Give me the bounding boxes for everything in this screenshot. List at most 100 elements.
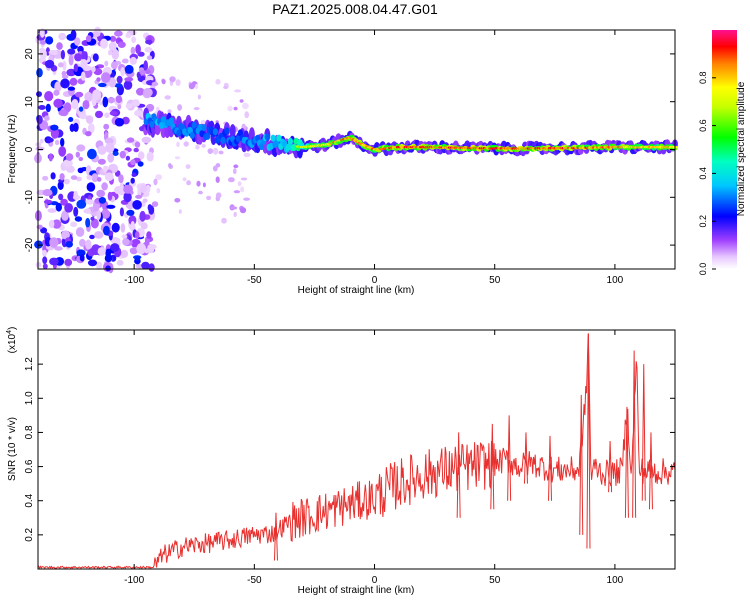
colorbar-tick-label: 0.0 bbox=[698, 263, 708, 276]
spectrogram-ridge bbox=[143, 107, 678, 159]
spectrogram-noise-blob bbox=[85, 35, 92, 43]
colorbar: 0.0 0.2 0.4 0.6 0.8 Normalized spectral ampl… bbox=[698, 30, 747, 275]
spectrogram-noise-blob bbox=[117, 104, 122, 110]
spectrogram-noise-blob bbox=[240, 186, 245, 193]
spectrogram-noise-blob bbox=[161, 79, 166, 85]
spectrogram-noise-blob bbox=[174, 156, 181, 160]
spectrogram-ridge-mid bbox=[276, 134, 282, 142]
spectrogram-noise-blob bbox=[35, 146, 45, 152]
spectrogram-noise-blob bbox=[125, 103, 133, 109]
spectrogram-noise-blob bbox=[44, 59, 55, 69]
spectrogram-noise-blob bbox=[233, 211, 237, 217]
spectrogram-noise-blob bbox=[84, 91, 93, 103]
spectrogram-noise-blob bbox=[71, 99, 79, 110]
spectrogram-noise-blob bbox=[168, 163, 172, 168]
spectrogram-noise-blob bbox=[141, 136, 152, 144]
spectrogram-noise-blob bbox=[178, 209, 182, 214]
spectrogram-noise-blob bbox=[87, 123, 95, 134]
spectrogram-noise-blob bbox=[212, 147, 219, 155]
spectrogram-noise-blob bbox=[101, 72, 111, 83]
spectrogram-noise-blob bbox=[107, 152, 115, 163]
spectrogram-noise-blob bbox=[80, 71, 86, 81]
spectrogram-noise-blob bbox=[119, 150, 127, 159]
spectrogram-noise-blob bbox=[240, 177, 248, 181]
spectrogram-ridge-mid bbox=[189, 131, 195, 139]
spectrogram-noise-blob bbox=[39, 40, 47, 45]
snr-spike bbox=[548, 435, 553, 501]
spectrogram-noise-blob bbox=[151, 81, 159, 87]
spectrogram-noise-blob bbox=[196, 180, 201, 187]
spectrogram-noise-blob bbox=[103, 123, 110, 130]
spectrogram-noise-blob bbox=[85, 199, 94, 205]
spectrogram-noise-blob bbox=[117, 41, 126, 48]
spectrogram-noise-blob bbox=[215, 120, 219, 124]
snr-x-axis: -100 -50 0 50 100 bbox=[124, 330, 624, 586]
spectrogram-noise-blob bbox=[70, 221, 78, 228]
spectrogram-noise-blob bbox=[126, 137, 135, 143]
spectrogram-noise-blob bbox=[227, 105, 233, 112]
spectrogram-noise-blob bbox=[106, 204, 116, 209]
y-tick-label: 0.4 bbox=[24, 493, 35, 507]
spectrogram-noise-blob bbox=[85, 131, 92, 137]
spectrogram-noise-blob bbox=[61, 70, 67, 77]
spectrogram-noise-blob bbox=[48, 49, 58, 56]
spectrogram-noise-blob bbox=[148, 263, 155, 272]
spectrogram-noise-blob bbox=[81, 50, 87, 61]
spectrogram-noise-blob bbox=[77, 167, 84, 174]
colorbar-tick-label: 0.2 bbox=[698, 215, 708, 228]
spectrogram-noise-blob bbox=[111, 222, 120, 233]
spectrogram-noise-blob bbox=[77, 45, 84, 53]
spectrogram-noise-blob bbox=[66, 165, 75, 173]
spectrogram-noise-blob bbox=[93, 68, 103, 76]
spectrogram-noise-blob bbox=[69, 77, 78, 86]
spectrogram-noise-blob bbox=[243, 152, 251, 158]
spectrogram-noise-blob bbox=[86, 182, 96, 192]
spectrogram-noise-blob bbox=[169, 76, 176, 83]
spectrogram-ridge-mid bbox=[191, 121, 197, 129]
spectrogram-noise-blob bbox=[233, 106, 238, 111]
spectrogram-noise-blob bbox=[56, 42, 63, 50]
snr-spike bbox=[648, 432, 653, 510]
spectrogram-noise-blob bbox=[104, 112, 110, 119]
spectrogram-noise-blob bbox=[119, 207, 124, 217]
spectrogram-ridge-mid bbox=[220, 136, 226, 144]
spectrogram-noise-blob bbox=[73, 190, 78, 200]
spectrogram-noise-blob bbox=[43, 199, 53, 204]
spectrogram-noise-blob bbox=[50, 128, 60, 139]
spectrogram-noise-blob bbox=[156, 106, 160, 112]
spectrogram-noise-blob bbox=[70, 29, 77, 40]
spectrogram-noise-blob bbox=[59, 173, 65, 181]
spectrogram-noise-blob bbox=[151, 201, 159, 207]
spectrogram-noise-blob bbox=[139, 184, 147, 193]
spectrogram-noise-blob bbox=[239, 207, 247, 214]
colorbar-tick-label: 0.4 bbox=[698, 167, 708, 180]
spectrogram-noise-blob bbox=[230, 206, 238, 210]
spectrogram-noise-blob bbox=[107, 191, 113, 201]
colorbar-scale bbox=[712, 30, 737, 269]
spectrogram-noise-blob bbox=[42, 263, 48, 270]
spectrogram-noise-blob bbox=[50, 172, 56, 180]
spectrogram-noise-blob bbox=[49, 257, 59, 266]
spectrogram-noise-blob bbox=[233, 168, 237, 175]
spectrogram-noise-blob bbox=[97, 145, 107, 155]
snr-spike bbox=[523, 432, 528, 484]
snr-spike bbox=[608, 440, 613, 493]
spectrogram-noise-blob bbox=[120, 67, 125, 77]
spectrogram-noise-blob bbox=[39, 138, 44, 144]
spectrogram-noise-blob bbox=[201, 144, 206, 148]
y-tick-label: 1.2 bbox=[24, 357, 35, 371]
spectrogram-noise-blob bbox=[54, 139, 60, 146]
spectrogram-noise-blob bbox=[84, 208, 91, 214]
spectrogram-noise-blob bbox=[111, 48, 120, 60]
snr-spike bbox=[586, 333, 591, 549]
snr-spike bbox=[579, 394, 584, 535]
spectrogram-noise-blob bbox=[183, 141, 189, 147]
y-tick-label: 0 bbox=[24, 146, 35, 152]
spectrogram-noise-blob bbox=[67, 86, 76, 91]
spectrogram-noise-blob bbox=[115, 95, 123, 104]
spectrogram-noise-blob bbox=[146, 55, 153, 60]
spectrogram-noise-blob bbox=[135, 44, 141, 55]
spectrogram-noise-blob bbox=[185, 164, 191, 170]
colorbar-label: Normalized spectral amplitude bbox=[736, 81, 747, 216]
spectrogram-noise-blob bbox=[114, 30, 123, 37]
